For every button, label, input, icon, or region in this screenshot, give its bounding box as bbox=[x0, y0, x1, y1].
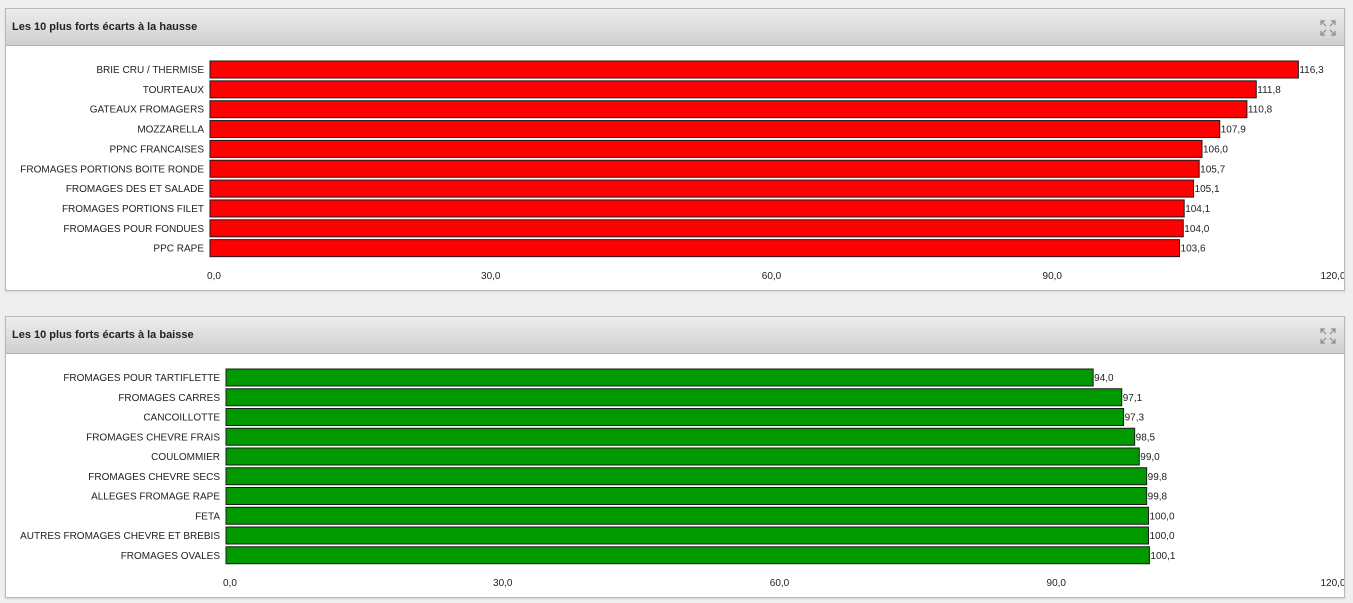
category-label: FROMAGES CHEVRE FRAIS bbox=[86, 432, 220, 443]
bar[interactable] bbox=[209, 239, 1181, 258]
category-label: FROMAGES POUR FONDUES bbox=[63, 224, 204, 235]
panel-baisse: Les 10 plus forts écarts à la baisse FRO… bbox=[5, 316, 1345, 598]
bar[interactable] bbox=[225, 526, 1149, 545]
value-label: 105,7 bbox=[1200, 164, 1225, 175]
category-label: FROMAGES OVALES bbox=[121, 551, 221, 562]
bar[interactable] bbox=[209, 199, 1185, 218]
panel-title: Les 10 plus forts écarts à la hausse bbox=[12, 21, 198, 33]
bar[interactable] bbox=[225, 506, 1149, 525]
bar[interactable] bbox=[209, 100, 1248, 119]
bar[interactable] bbox=[209, 219, 1184, 238]
category-label: ALLEGES FROMAGE RAPE bbox=[91, 492, 220, 503]
x-tick-label: 0,0 bbox=[207, 271, 221, 282]
panel-header: Les 10 plus forts écarts à la hausse bbox=[6, 9, 1344, 46]
bar[interactable] bbox=[225, 408, 1125, 426]
category-label: CANCOILLOTTE bbox=[143, 413, 220, 424]
category-label: GATEAUX FROMAGERS bbox=[90, 105, 205, 116]
category-label: PPC RAPE bbox=[153, 244, 204, 255]
category-label: MOZZARELLA bbox=[137, 125, 204, 136]
category-label: COULOMMIER bbox=[151, 452, 220, 463]
value-label: 99,8 bbox=[1148, 492, 1168, 503]
x-tick-label: 120,0 bbox=[1320, 271, 1344, 282]
bar[interactable] bbox=[209, 159, 1200, 178]
bar[interactable] bbox=[225, 487, 1148, 505]
bar[interactable] bbox=[209, 139, 1203, 158]
expand-icon[interactable] bbox=[1320, 20, 1336, 36]
value-label: 103,6 bbox=[1181, 244, 1206, 255]
category-label: AUTRES FROMAGES CHEVRE ET BREBIS bbox=[20, 531, 220, 542]
expand-icon[interactable] bbox=[1320, 328, 1336, 344]
value-label: 110,8 bbox=[1248, 105, 1273, 116]
value-label: 116,3 bbox=[1299, 65, 1324, 76]
value-label: 100,1 bbox=[1150, 551, 1175, 562]
category-label: FETA bbox=[195, 511, 220, 522]
bar[interactable] bbox=[209, 80, 1257, 99]
value-label: 104,0 bbox=[1184, 224, 1209, 235]
value-label: 98,5 bbox=[1136, 432, 1156, 443]
value-label: 111,8 bbox=[1257, 85, 1281, 96]
x-tick-label: 90,0 bbox=[1043, 271, 1063, 282]
panel-header: Les 10 plus forts écarts à la baisse bbox=[6, 317, 1344, 354]
value-label: 94,0 bbox=[1094, 373, 1114, 384]
category-label: FROMAGES CARRES bbox=[118, 393, 220, 404]
value-label: 99,0 bbox=[1140, 452, 1160, 463]
category-label: FROMAGES PORTIONS BOITE RONDE bbox=[20, 164, 204, 175]
value-label: 106,0 bbox=[1203, 144, 1228, 155]
x-tick-label: 60,0 bbox=[770, 578, 790, 589]
category-label: FROMAGES POUR TARTIFLETTE bbox=[63, 373, 220, 384]
value-label: 99,8 bbox=[1148, 472, 1168, 483]
x-tick-label: 30,0 bbox=[481, 271, 501, 282]
x-tick-label: 60,0 bbox=[762, 271, 782, 282]
category-label: BRIE CRU / THERMISE bbox=[96, 65, 204, 76]
bar[interactable] bbox=[209, 179, 1195, 198]
chart-baisse: FROMAGES POUR TARTIFLETTE 94,0 FROMAGES CA… bbox=[20, 368, 1344, 589]
x-tick-label: 0,0 bbox=[223, 578, 237, 589]
value-label: 105,1 bbox=[1195, 184, 1220, 195]
category-label: PPNC FRANCAISES bbox=[110, 144, 205, 155]
bar[interactable] bbox=[225, 546, 1150, 565]
bar[interactable] bbox=[225, 368, 1094, 387]
category-label: FROMAGES CHEVRE SECS bbox=[88, 472, 220, 483]
value-label: 100,0 bbox=[1150, 511, 1175, 522]
category-label: FROMAGES PORTIONS FILET bbox=[62, 204, 204, 215]
x-tick-label: 120,0 bbox=[1320, 578, 1344, 589]
chart-hausse: BRIE CRU / THERMISE 116,3 TOURTEAUX 111,8 GA… bbox=[20, 60, 1344, 282]
category-label: FROMAGES DES ET SALADE bbox=[66, 184, 205, 195]
value-label: 97,1 bbox=[1123, 393, 1143, 404]
x-tick-label: 30,0 bbox=[493, 578, 513, 589]
panel-title: Les 10 plus forts écarts à la baisse bbox=[12, 329, 194, 341]
value-label: 104,1 bbox=[1185, 204, 1210, 215]
bar[interactable] bbox=[225, 427, 1136, 446]
bar[interactable] bbox=[209, 60, 1299, 79]
value-label: 97,3 bbox=[1125, 413, 1145, 424]
bar[interactable] bbox=[225, 388, 1123, 407]
value-label: 107,9 bbox=[1221, 125, 1246, 136]
value-label: 100,0 bbox=[1150, 531, 1175, 542]
category-label: TOURTEAUX bbox=[143, 85, 205, 96]
x-tick-label: 90,0 bbox=[1047, 578, 1067, 589]
panel-hausse: Les 10 plus forts écarts à la hausse BRI… bbox=[5, 8, 1345, 291]
bar[interactable] bbox=[209, 120, 1221, 139]
bar[interactable] bbox=[225, 447, 1140, 466]
bar[interactable] bbox=[225, 467, 1148, 486]
